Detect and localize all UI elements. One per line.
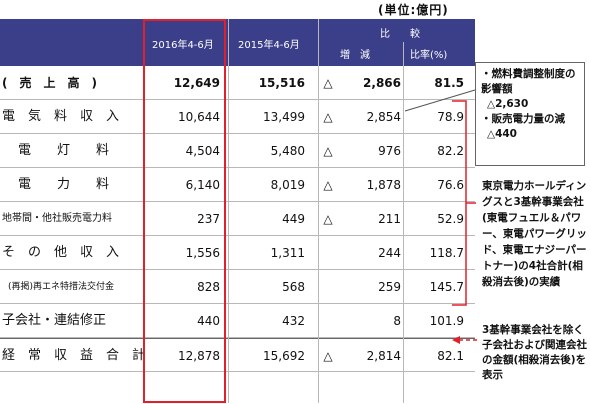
value-change: 976 bbox=[378, 144, 401, 158]
table-row: 電 灯 料 4,504 5,480 △ 976 82.2 bbox=[0, 134, 475, 168]
value-ratio: 145.7 bbox=[429, 280, 464, 294]
value-ratio: 52.9 bbox=[437, 212, 464, 226]
header-period-current: 2016年4-6月 bbox=[152, 40, 214, 51]
decrease-mark: △ bbox=[323, 144, 333, 158]
decrease-mark: △ bbox=[323, 178, 333, 192]
row-label: (再掲)再エネ特措法交付金 bbox=[8, 282, 115, 292]
fuel-adjustment-value: △2,630 bbox=[487, 98, 529, 110]
header-period-prior: 2015年4-6月 bbox=[238, 40, 300, 51]
decrease-mark: △ bbox=[323, 76, 333, 90]
row-label: そ の 他 収 入 bbox=[2, 245, 120, 260]
row-label: 電 力 料 bbox=[18, 177, 110, 192]
revenue-table: ( 売 上 高 ) 12,649 15,516 △ 2,866 81.5 電 気… bbox=[0, 66, 475, 372]
value-prior: 5,480 bbox=[270, 144, 305, 158]
value-current: 1,556 bbox=[185, 246, 220, 260]
decrease-mark bbox=[321, 304, 335, 338]
row-label: ( 売 上 高 ) bbox=[2, 76, 97, 90]
value-prior: 1,311 bbox=[270, 246, 305, 260]
value-change: 1,878 bbox=[366, 178, 401, 192]
column-divider bbox=[403, 42, 404, 403]
value-current: 828 bbox=[197, 280, 220, 294]
value-prior: 568 bbox=[282, 280, 305, 294]
table-row-total: 経 常 収 益 合 計 12,878 15,692 △ 2,814 82.1 bbox=[0, 338, 475, 372]
table-row: ( 売 上 高 ) 12,649 15,516 △ 2,866 81.5 bbox=[0, 66, 475, 100]
row-label: 地帯間・他社販売電力料 bbox=[2, 213, 112, 224]
decrease-mark bbox=[321, 236, 335, 270]
decrease-mark: △ bbox=[323, 212, 333, 226]
value-current: 440 bbox=[197, 314, 220, 328]
row-label: 電 灯 料 bbox=[18, 143, 110, 158]
table-row: 電 力 料 6,140 8,019 △ 1,878 76.6 bbox=[0, 168, 475, 202]
value-prior: 15,692 bbox=[263, 349, 305, 363]
value-ratio: 81.5 bbox=[434, 76, 464, 90]
header-ratio: 比率(%) bbox=[410, 50, 448, 61]
value-prior: 8,019 bbox=[270, 178, 305, 192]
row-label: 電 気 料 収 入 bbox=[2, 109, 120, 124]
value-change: 259 bbox=[378, 280, 401, 294]
subsidiary-note: 3基幹事業会社を除く子会社および関連会社の金額(相殺消去後)を表示 bbox=[482, 324, 587, 381]
sales-volume-label: ・販売電力量の減 bbox=[481, 113, 565, 125]
value-current: 6,140 bbox=[185, 178, 220, 192]
current-period-highlight bbox=[143, 19, 226, 403]
impact-note-box: ・燃料費調整制度の影響額 △2,630 ・販売電力量の減 △440 bbox=[475, 62, 585, 166]
value-change: 8 bbox=[393, 314, 401, 328]
value-change: 211 bbox=[378, 212, 401, 226]
value-ratio: 82.1 bbox=[437, 349, 464, 363]
value-current: 237 bbox=[197, 212, 220, 226]
value-ratio: 118.7 bbox=[429, 246, 464, 260]
decrease-mark bbox=[321, 270, 335, 304]
value-current: 12,878 bbox=[178, 349, 220, 363]
unit-label: (単位:億円) bbox=[378, 3, 449, 17]
value-current: 4,504 bbox=[185, 144, 220, 158]
column-divider bbox=[228, 19, 229, 403]
value-ratio: 76.6 bbox=[437, 178, 464, 192]
sales-volume-value: △440 bbox=[487, 128, 517, 140]
header-change: 増 減 bbox=[340, 50, 370, 61]
value-ratio: 101.9 bbox=[429, 314, 464, 328]
value-prior: 15,516 bbox=[258, 76, 305, 90]
value-prior: 449 bbox=[282, 212, 305, 226]
value-change: 2,814 bbox=[366, 349, 401, 363]
group-note: 東京電力ホールディングスと3基幹事業会社(東電フュエル＆パワー、東電パワーグリッ… bbox=[482, 180, 587, 288]
value-change: 2,866 bbox=[363, 76, 401, 90]
table-row: 子会社・連結修正 440 432 8 101.9 bbox=[0, 304, 475, 338]
value-prior: 13,499 bbox=[263, 110, 305, 124]
value-current: 12,649 bbox=[173, 76, 220, 90]
fuel-adjustment-label: ・燃料費調整制度の影響額 bbox=[481, 68, 576, 95]
value-change: 2,854 bbox=[366, 110, 401, 124]
value-ratio: 82.2 bbox=[437, 144, 464, 158]
value-prior: 432 bbox=[282, 314, 305, 328]
row-label: 子会社・連結修正 bbox=[2, 313, 107, 328]
decrease-mark: △ bbox=[323, 110, 333, 124]
row-label: 経 常 収 益 合 計 bbox=[2, 348, 146, 363]
column-divider bbox=[318, 19, 319, 403]
value-ratio: 78.9 bbox=[437, 110, 464, 124]
table-header: 2016年4-6月 2015年4-6月 比 較 増 減 比率(%) bbox=[0, 19, 475, 66]
decrease-mark: △ bbox=[323, 349, 333, 363]
value-current: 10,644 bbox=[178, 110, 220, 124]
value-change: 244 bbox=[378, 246, 401, 260]
header-comparison: 比 較 bbox=[380, 29, 420, 40]
